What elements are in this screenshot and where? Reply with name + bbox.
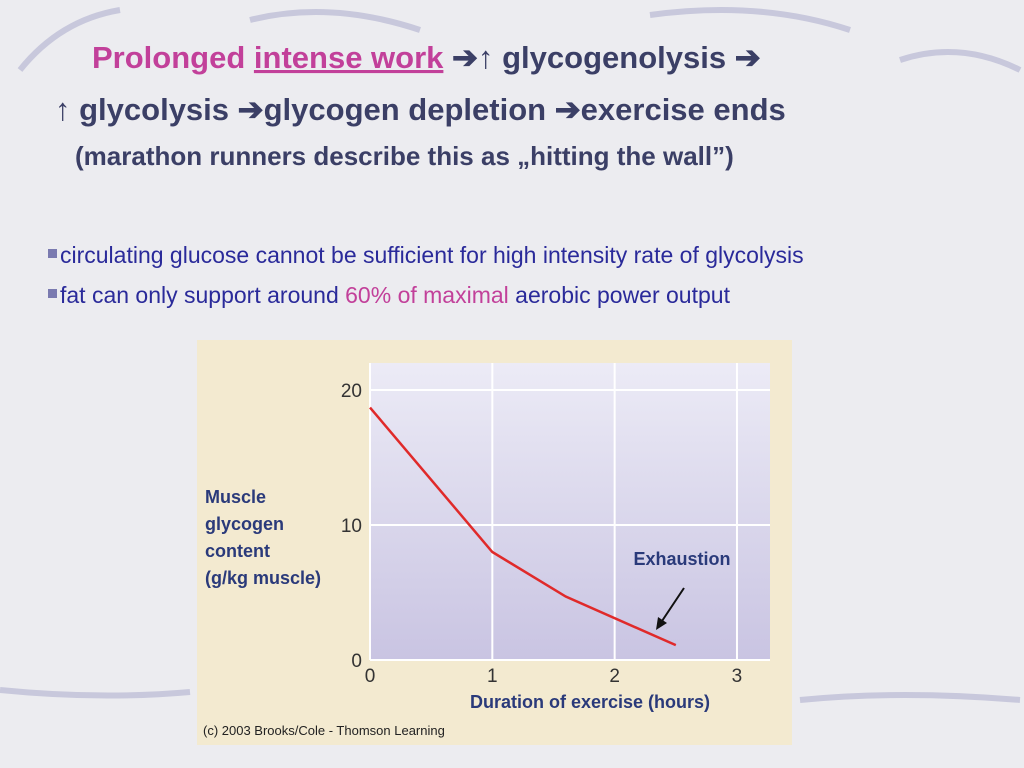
bullet <box>48 249 57 258</box>
x-tick-label: 2 <box>609 666 620 687</box>
bullet-emph: 60% of maximal <box>345 282 509 308</box>
y-axis-label: (g/kg muscle) <box>205 568 321 588</box>
y-tick-label: 0 <box>351 651 362 672</box>
y-tick-label: 20 <box>341 381 362 402</box>
x-tick-label: 0 <box>365 666 376 687</box>
y-axis-label: content <box>205 541 270 561</box>
title-line1: Prolonged intense work ➔↑ glycogenolysis… <box>92 40 761 75</box>
bullet-text: fat can only support around 60% of maxim… <box>60 282 731 308</box>
y-tick-label: 10 <box>341 516 362 537</box>
x-tick-label: 3 <box>732 666 743 687</box>
bullet <box>48 289 57 298</box>
x-tick-label: 1 <box>487 666 498 687</box>
data-line <box>369 406 677 647</box>
y-axis-label: Muscle <box>205 487 266 507</box>
plot-area <box>370 363 770 660</box>
title-line3: (marathon runners describe this as „hitt… <box>75 141 734 171</box>
title-emph: Prolonged <box>92 40 245 75</box>
title-rest: ➔↑ glycogenolysis ➔ <box>452 40 761 75</box>
annotation: Exhaustion <box>633 549 730 569</box>
bullet-part: aerobic power output <box>515 282 730 308</box>
chart: 0 10 20 0 1 2 3 Muscle glycogen content (g/kg musc… <box>203 363 770 738</box>
arrow-head <box>656 617 667 630</box>
bullet-part: circulating glucose cannot be sufficient… <box>60 242 804 268</box>
credit: (c) 2003 Brooks/Cole - Thomson Learning <box>203 723 445 738</box>
annotation-arrow <box>659 587 685 625</box>
y-axis-label: glycogen <box>205 514 284 534</box>
title-emph-underline: intense work <box>254 40 444 75</box>
title-line2: ↑ glycolysis ➔glycogen depletion ➔exerci… <box>55 92 786 127</box>
bullet-part: fat can only support around <box>60 282 339 308</box>
bullet-text: circulating glucose cannot be sufficient… <box>60 242 804 268</box>
decoration <box>0 7 1022 703</box>
x-axis-label: Duration of exercise (hours) <box>470 692 710 712</box>
